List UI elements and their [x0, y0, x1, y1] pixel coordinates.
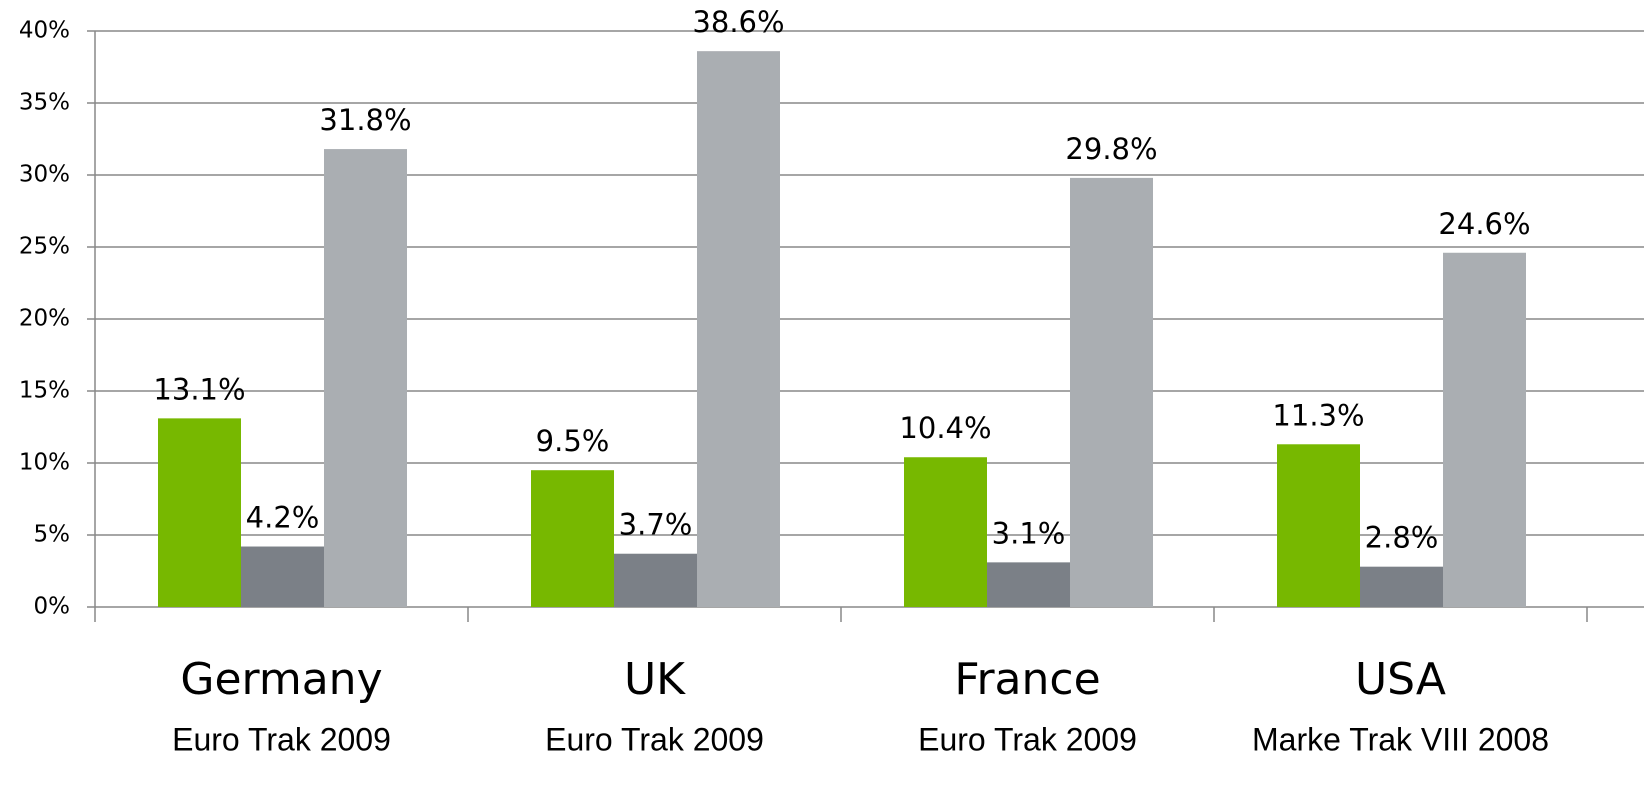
y-tick-label: 5%	[34, 522, 71, 548]
y-tick-label: 25%	[19, 234, 70, 260]
data-label: 10.4%	[899, 411, 991, 445]
data-label: 4.2%	[246, 501, 320, 535]
bar	[697, 51, 780, 608]
data-label: 38.6%	[692, 5, 784, 39]
x-tick-label: France	[954, 654, 1100, 705]
y-tick-label: 20%	[19, 306, 70, 332]
bar	[241, 546, 324, 607]
data-label: 3.7%	[619, 508, 693, 542]
bar	[987, 562, 1070, 607]
bar	[324, 149, 407, 607]
category-source: Euro Trak 2009	[545, 721, 764, 757]
category-source: Euro Trak 2009	[918, 721, 1137, 757]
bar	[1443, 252, 1526, 607]
x-tick-label: USA	[1355, 654, 1446, 705]
y-tick-label: 0%	[34, 594, 71, 620]
data-label: 3.1%	[992, 516, 1066, 550]
data-label: 9.5%	[536, 424, 610, 458]
data-label: 24.6%	[1438, 207, 1530, 241]
y-tick-label: 10%	[19, 450, 70, 476]
bar	[158, 418, 241, 607]
category-source: Marke Trak VIII 2008	[1252, 721, 1549, 757]
data-label: 2.8%	[1365, 521, 1439, 555]
data-label: 11.3%	[1272, 398, 1364, 432]
y-tick-label: 30%	[19, 162, 70, 188]
x-tick-label: Germany	[180, 654, 382, 705]
data-label: 13.1%	[153, 372, 245, 406]
y-tick-label: 35%	[19, 90, 70, 116]
data-label: 31.8%	[319, 103, 411, 137]
y-tick-label: 40%	[19, 18, 70, 44]
data-label: 29.8%	[1065, 132, 1157, 166]
bar	[904, 457, 987, 607]
bar	[1277, 444, 1360, 607]
bar	[1070, 177, 1153, 607]
bar	[531, 470, 614, 607]
bar	[1360, 566, 1443, 607]
y-tick-label: 15%	[19, 378, 70, 404]
x-tick-label: UK	[624, 654, 686, 705]
bar	[614, 553, 697, 607]
category-source: Euro Trak 2009	[172, 721, 391, 757]
